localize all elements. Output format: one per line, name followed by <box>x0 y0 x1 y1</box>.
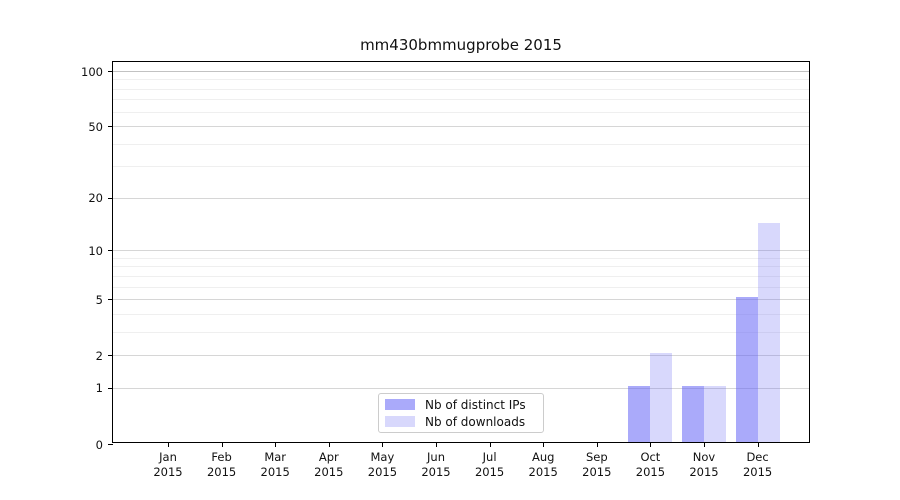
major-gridline <box>113 355 809 357</box>
minor-gridline <box>113 111 809 113</box>
x-tick-label: May 2015 <box>367 450 398 479</box>
x-tick-mark <box>489 442 491 447</box>
bar-downloads <box>650 353 673 442</box>
x-tick-label: Apr 2015 <box>314 450 344 479</box>
y-tick-label: 10 <box>88 243 103 258</box>
x-tick-mark <box>168 442 169 447</box>
x-tick-label: Mar 2015 <box>260 450 290 479</box>
x-tick-label: Jan 2015 <box>153 450 183 479</box>
major-gridline <box>113 71 809 72</box>
y-tick-mark <box>108 126 113 128</box>
x-tick-label: Feb 2015 <box>206 450 237 479</box>
legend-swatch <box>385 416 415 427</box>
y-tick-mark <box>108 387 113 389</box>
y-tick-label: 2 <box>95 348 103 363</box>
minor-gridline <box>113 266 809 268</box>
y-tick-mark <box>108 71 113 72</box>
minor-gridline <box>113 88 809 90</box>
legend-swatch <box>385 399 415 410</box>
y-tick-label: 1 <box>95 381 103 396</box>
major-gridline <box>113 250 809 252</box>
legend-label: Nb of distinct IPs <box>425 397 526 412</box>
x-tick-label: Nov 2015 <box>689 450 719 479</box>
bar-distinct-ips <box>682 385 704 442</box>
plot-area: 0 1 2 5 10 20 50 100 Jan 2015 Feb 2015 Mar 2015 Apr… <box>81 61 810 479</box>
x-tick-mark <box>275 442 277 447</box>
minor-gridline <box>113 275 809 277</box>
legend-row: Nb of distinct IPs <box>385 396 537 413</box>
legend: Nb of distinct IPs Nb of downloads <box>378 393 544 433</box>
y-tick-mark <box>108 444 113 445</box>
major-gridline <box>113 126 809 128</box>
x-tick-mark <box>328 442 330 447</box>
x-tick-mark <box>436 442 437 447</box>
minor-gridline <box>113 257 809 259</box>
bar-downloads <box>704 385 726 442</box>
x-tick-mark <box>704 442 705 447</box>
minor-gridline <box>113 99 809 101</box>
chart-title: mm430bmmugprobe 2015 <box>360 36 562 54</box>
major-gridline <box>113 387 809 389</box>
major-gridline <box>113 197 809 199</box>
y-tick-label: 20 <box>88 191 103 206</box>
y-tick-mark <box>108 355 113 357</box>
legend-label: Nb of downloads <box>425 414 526 429</box>
minor-gridline <box>113 331 809 333</box>
y-tick-mark <box>108 250 113 252</box>
x-tick-mark <box>221 442 223 447</box>
x-tick-mark <box>650 442 652 447</box>
y-tick-label: 0 <box>95 437 103 452</box>
x-tick-label: Oct 2015 <box>635 450 666 479</box>
y-tick-label: 50 <box>88 119 103 134</box>
minor-gridline <box>113 166 809 168</box>
bar-distinct-ips <box>735 297 758 442</box>
y-tick-mark <box>108 197 113 199</box>
x-tick-mark <box>543 442 545 447</box>
minor-gridline <box>113 79 809 81</box>
major-gridline <box>113 299 809 301</box>
minor-gridline <box>113 313 809 315</box>
x-tick-label: Jun 2015 <box>421 450 451 479</box>
x-tick-mark <box>757 442 759 447</box>
x-tick-label: Jul 2015 <box>474 450 505 479</box>
x-tick-label: Dec 2015 <box>742 450 773 479</box>
x-tick-label: Aug 2015 <box>528 450 558 479</box>
minor-gridline <box>113 143 809 145</box>
y-tick-mark <box>108 299 113 301</box>
x-tick-mark <box>596 442 598 447</box>
y-tick-label: 100 <box>81 64 103 79</box>
x-tick-label: Sep 2015 <box>582 450 612 479</box>
bar-downloads <box>757 223 780 442</box>
legend-row: Nb of downloads <box>385 413 537 430</box>
minor-gridline <box>113 286 809 288</box>
y-tick-label: 5 <box>95 292 103 307</box>
x-tick-mark <box>382 442 384 447</box>
bar-distinct-ips <box>628 385 651 442</box>
